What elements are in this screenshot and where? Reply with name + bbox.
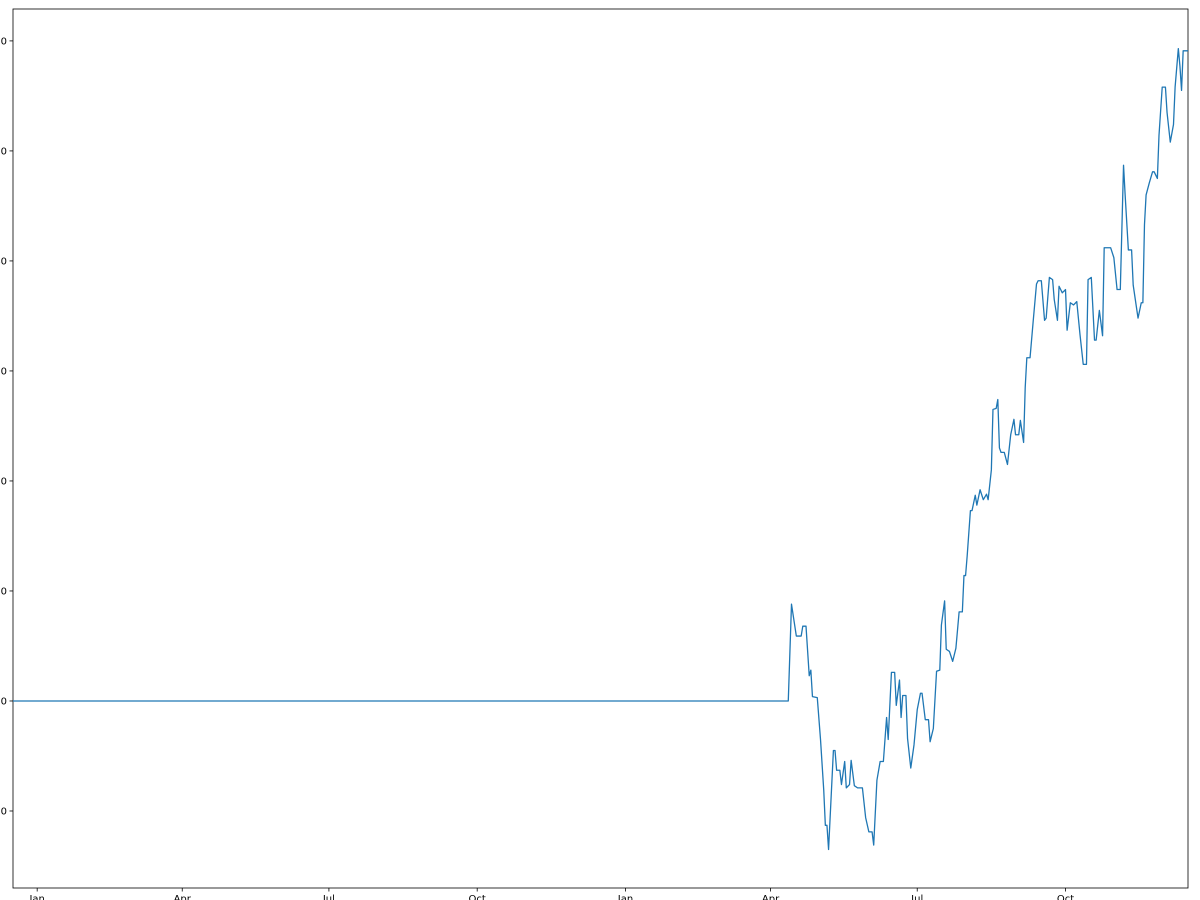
axes-frame: [12, 8, 1189, 889]
x-tick-label: Apr: [762, 894, 780, 900]
x-tick-label: Apr: [174, 894, 192, 900]
x-tick-label: Jul: [322, 894, 335, 900]
y-tick-label: 20: [0, 476, 7, 487]
x-tick-label: Oct: [469, 894, 486, 900]
y-tick-label: -10: [0, 806, 7, 817]
y-tick-label: 50: [0, 146, 7, 157]
y-tick-label: 0: [1, 696, 7, 707]
y-tick-label: 40: [0, 256, 7, 267]
y-tick-label: 30: [0, 366, 7, 377]
x-tick-label: Jul: [910, 894, 923, 900]
x-tick-label: Jan: [28, 894, 44, 900]
y-tick-label: 10: [0, 586, 7, 597]
line-series: [13, 47, 1188, 851]
x-tick-label: Oct: [1057, 894, 1074, 900]
x-tick-label: Jan: [617, 894, 633, 900]
y-tick-label: 60: [0, 36, 7, 47]
